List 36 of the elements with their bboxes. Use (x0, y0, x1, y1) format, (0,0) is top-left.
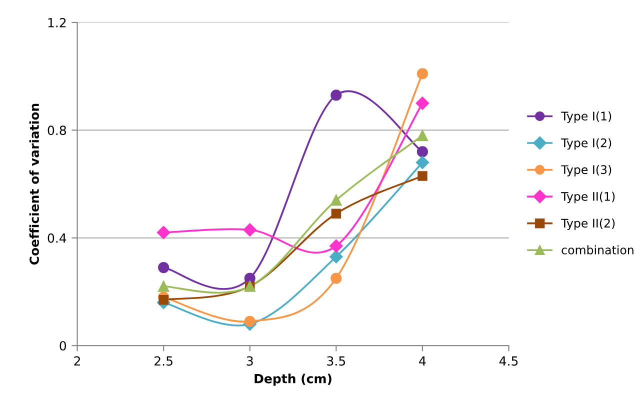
x-tick-label: 4.5 (499, 356, 518, 366)
x-tick-label: 3.5 (327, 356, 346, 366)
point (158, 262, 170, 274)
point (416, 146, 428, 158)
point (330, 194, 342, 206)
point (416, 96, 430, 110)
x-tick-label: 2.5 (154, 356, 172, 366)
y-tick-label: 1.2 (48, 18, 66, 28)
point (418, 171, 428, 181)
point (156, 226, 170, 240)
point (158, 294, 168, 305)
x-tick-label: 4 (419, 356, 426, 366)
legend-label: Type I(2) (561, 138, 612, 150)
y-tick-label: 0.4 (48, 233, 66, 243)
x-tick-label: 3 (246, 356, 253, 366)
legend-label: Type I(3) (561, 164, 612, 176)
point (416, 130, 428, 142)
x-tick-label: 2 (74, 356, 80, 366)
point (330, 272, 342, 284)
legend-label: Type II(2) (561, 218, 615, 230)
point (158, 280, 170, 292)
point (243, 223, 256, 236)
x-axis-title: Depth (cm) (254, 374, 332, 386)
legend-label: combination (562, 245, 634, 254)
legend-label: Type II(1) (561, 192, 615, 204)
point (416, 156, 430, 170)
y-axis-title: Coefficient of variation (29, 104, 40, 265)
point (244, 316, 256, 327)
y-tick-label: 0.8 (48, 126, 66, 136)
point (330, 250, 343, 264)
point (416, 68, 428, 80)
y-tick-label: 0 (60, 341, 66, 351)
point (330, 239, 343, 253)
legend-label: Type I(1) (561, 111, 612, 123)
point (330, 90, 342, 101)
point (331, 208, 342, 219)
